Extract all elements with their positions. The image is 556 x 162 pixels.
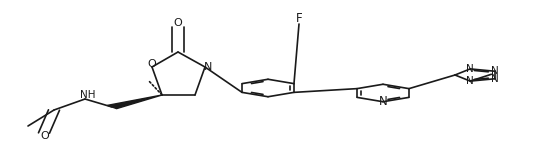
Polygon shape xyxy=(107,95,162,109)
Text: N: N xyxy=(491,74,499,84)
Text: N: N xyxy=(379,95,388,108)
Text: F: F xyxy=(296,12,302,24)
Text: O: O xyxy=(148,59,156,69)
Text: NH: NH xyxy=(80,90,96,100)
Text: N: N xyxy=(466,76,474,86)
Text: O: O xyxy=(173,18,182,28)
Text: N: N xyxy=(204,62,212,72)
Text: N: N xyxy=(466,64,474,74)
Text: N: N xyxy=(491,66,499,76)
Text: O: O xyxy=(41,131,49,141)
